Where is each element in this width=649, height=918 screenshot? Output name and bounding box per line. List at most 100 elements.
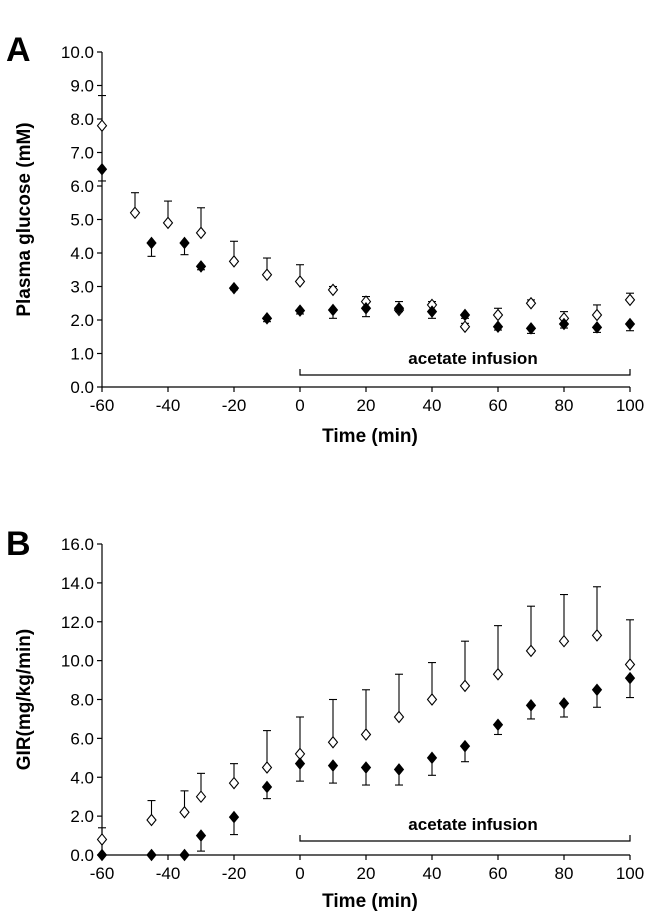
data-point-open-diamond — [393, 710, 405, 724]
x-tick-label: -20 — [222, 864, 247, 883]
acetate-infusion-bracket — [299, 369, 631, 376]
y-tick-label: 14.0 — [61, 574, 94, 593]
data-point-open-diamond — [146, 813, 157, 827]
series-filled — [96, 162, 636, 335]
x-tick-label: 60 — [489, 396, 508, 415]
x-tick-label: -60 — [90, 864, 115, 883]
acetate-infusion-label: acetate infusion — [408, 349, 537, 368]
data-point-open-diamond — [624, 293, 636, 307]
data-point-open-diamond — [360, 728, 372, 741]
y-tick-label: 10.0 — [61, 43, 94, 62]
x-axis-title: Time (min) — [322, 891, 418, 912]
data-point-filled-diamond — [492, 718, 504, 732]
panel-letter: A — [6, 31, 31, 69]
data-point-open-diamond — [327, 283, 339, 297]
data-point-open-diamond — [294, 275, 306, 288]
series-open — [96, 586, 636, 846]
x-tick-label: 20 — [357, 396, 376, 415]
x-tick-label: -40 — [156, 396, 181, 415]
series-filled — [96, 671, 636, 862]
y-tick-label: 8.0 — [70, 691, 94, 710]
data-point-open-diamond — [492, 667, 504, 681]
data-point-filled-diamond — [624, 671, 636, 685]
x-tick-label: -40 — [156, 864, 181, 883]
y-tick-label: 10.0 — [61, 652, 94, 671]
data-point-filled-diamond — [327, 759, 339, 772]
y-tick-label: 5.0 — [70, 211, 94, 230]
data-point-filled-diamond — [426, 751, 438, 765]
y-axis-title: GIR(mg/kg/min) — [14, 629, 35, 770]
data-point-filled-diamond — [179, 848, 190, 862]
data-point-filled-diamond — [228, 281, 240, 295]
data-point-filled-diamond — [558, 697, 570, 710]
y-tick-label: 16.0 — [61, 535, 94, 554]
data-point-open-diamond — [228, 776, 240, 790]
acetate-infusion-bracket — [299, 835, 631, 842]
data-point-filled-diamond — [96, 162, 108, 176]
data-point-filled-diamond — [96, 848, 108, 862]
data-point-filled-diamond — [195, 829, 207, 842]
data-point-filled-diamond — [146, 848, 157, 862]
data-point-filled-diamond — [393, 301, 405, 315]
data-point-open-diamond — [261, 268, 273, 282]
data-point-open-diamond — [129, 206, 141, 220]
data-point-filled-diamond — [228, 810, 240, 824]
data-point-filled-diamond — [294, 757, 306, 770]
data-point-open-diamond — [228, 255, 240, 268]
data-point-filled-diamond — [195, 260, 207, 273]
x-tick-label: 0 — [295, 864, 304, 883]
x-tick-label: 100 — [616, 864, 644, 883]
x-tick-label: 0 — [295, 396, 304, 415]
data-point-filled-diamond — [492, 320, 504, 333]
data-point-filled-diamond — [558, 317, 570, 331]
data-point-filled-diamond — [360, 301, 372, 315]
data-point-open-diamond — [525, 296, 537, 310]
x-axis-title: Time (min) — [322, 426, 418, 447]
data-point-filled-diamond — [459, 739, 471, 753]
y-tick-label: 2.0 — [70, 311, 94, 330]
data-point-open-diamond — [459, 320, 471, 334]
data-point-filled-diamond — [426, 305, 438, 318]
x-tick-label: 80 — [555, 864, 574, 883]
data-point-open-diamond — [96, 119, 108, 133]
data-point-filled-diamond — [146, 236, 157, 250]
y-tick-label: 0.0 — [70, 378, 94, 397]
x-tick-label: 20 — [357, 864, 376, 883]
panel-letter: B — [6, 525, 31, 563]
data-point-filled-diamond — [525, 322, 537, 335]
data-point-open-diamond — [96, 833, 108, 846]
y-axis-title: Plasma glucose (mM) — [14, 122, 35, 316]
x-tick-label: 80 — [555, 396, 574, 415]
data-point-open-diamond — [327, 735, 339, 749]
data-point-open-diamond — [179, 805, 190, 819]
data-point-open-diamond — [459, 679, 471, 693]
data-point-filled-diamond — [360, 761, 372, 774]
data-point-filled-diamond — [393, 763, 405, 776]
data-point-filled-diamond — [459, 308, 471, 322]
data-point-filled-diamond — [624, 317, 636, 331]
data-point-filled-diamond — [591, 683, 603, 697]
y-tick-label: 6.0 — [70, 729, 94, 748]
y-tick-label: 8.0 — [70, 110, 94, 129]
x-tick-label: -60 — [90, 396, 115, 415]
data-point-filled-diamond — [525, 699, 537, 712]
data-point-open-diamond — [492, 308, 504, 322]
x-tick-label: 40 — [423, 864, 442, 883]
data-point-filled-diamond — [327, 303, 339, 317]
data-point-open-diamond — [525, 644, 537, 658]
data-point-filled-diamond — [294, 304, 306, 317]
data-point-filled-diamond — [591, 321, 603, 334]
data-point-open-diamond — [591, 308, 603, 322]
data-point-open-diamond — [261, 761, 273, 774]
series-open — [96, 95, 636, 334]
y-tick-label: 4.0 — [70, 244, 94, 263]
data-point-open-diamond — [591, 628, 603, 642]
data-point-open-diamond — [624, 658, 636, 671]
data-point-filled-diamond — [261, 780, 273, 794]
y-tick-label: 1.0 — [70, 345, 94, 364]
panel-b: B 0.0 2.0 4.0 6.0 8.0 10.0 12.0 14.0 16.0 -60 -40 -2… — [6, 525, 644, 912]
panel-a: A 0.0 1.0 2.0 3.0 4.0 5.0 6.0 7.0 8.0 9.0 10.0 -60 -4… — [6, 31, 644, 447]
data-point-open-diamond — [558, 634, 570, 648]
x-tick-label: 100 — [616, 396, 644, 415]
